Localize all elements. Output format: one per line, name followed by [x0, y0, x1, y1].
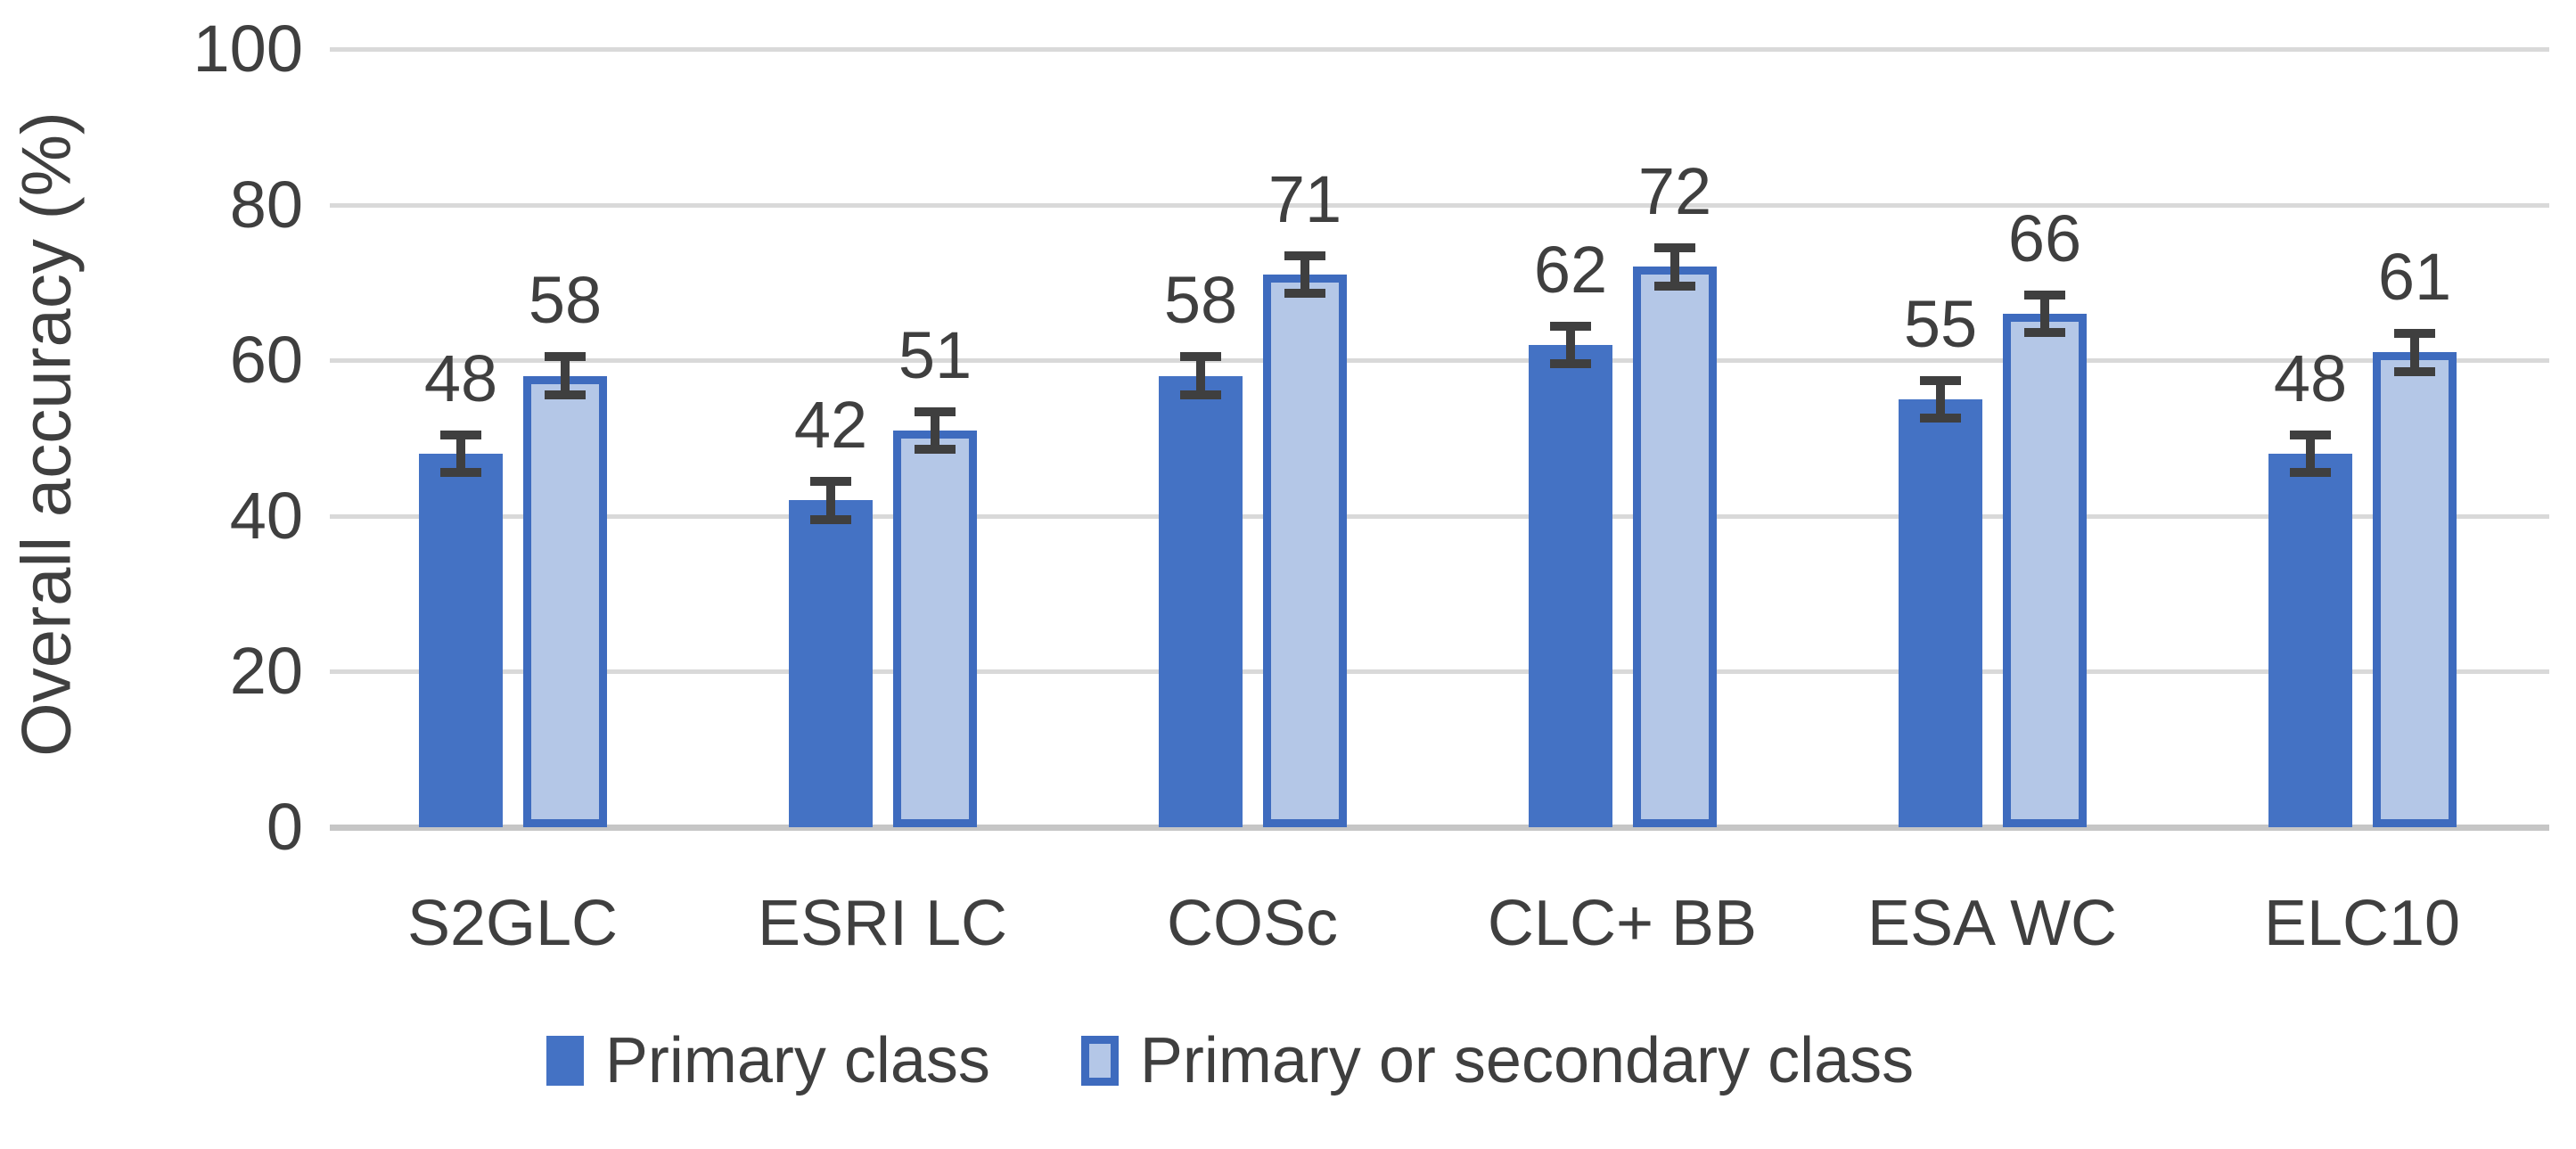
- gridline-80: [330, 202, 2549, 208]
- gridline-20: [330, 669, 2549, 675]
- y-tick-label-20: 20: [229, 634, 303, 709]
- data-label-primary-class-clc-bb: 62: [1533, 232, 1608, 307]
- data-label-primary-class-esri-lc: 42: [793, 388, 868, 463]
- bar-primary-or-secondary-class-s2glc: [523, 375, 607, 827]
- error-bar-cap-bottom: [1654, 281, 1695, 291]
- x-tick-label-esri-lc: ESRI LC: [757, 888, 1008, 959]
- error-bar-cap-bottom: [915, 444, 956, 454]
- error-bar-primary-or-secondary-class-elc10: [2394, 329, 2435, 376]
- legend: Primary class Primary or secondary class: [0, 1025, 2460, 1096]
- error-bar-primary-or-secondary-class-esa-wc: [2024, 290, 2065, 337]
- error-bar-stem: [456, 430, 465, 478]
- x-tick-label-esa-wc: ESA WC: [1866, 888, 2118, 959]
- error-bar-primary-class-cosc: [1180, 352, 1221, 399]
- error-bar-stem: [1670, 243, 1679, 291]
- error-bar-cap-bottom: [810, 514, 851, 524]
- error-bar-primary-class-esa-wc: [1920, 375, 1961, 423]
- legend-item-primary-or-secondary-class: Primary or secondary class: [1080, 1025, 1915, 1096]
- gridline-60: [330, 358, 2549, 364]
- error-bar-primary-or-secondary-class-clc-bb: [1654, 243, 1695, 291]
- legend-item-primary-class: Primary class: [546, 1025, 990, 1096]
- data-label-primary-or-secondary-class-s2glc: 58: [528, 263, 603, 338]
- error-bar-stem: [826, 477, 835, 524]
- data-label-primary-class-s2glc: 48: [423, 341, 498, 415]
- error-bar-cap-bottom: [2290, 468, 2331, 478]
- legend-swatch-primary-or-secondary-class: [1080, 1036, 1119, 1086]
- y-tick-label-40: 40: [229, 478, 303, 553]
- error-bar-cap-bottom: [1550, 358, 1591, 368]
- error-bar-stem: [2410, 329, 2419, 376]
- x-tick-label-cosc: COSc: [1166, 888, 1339, 959]
- error-bar-stem: [2306, 430, 2315, 478]
- data-label-primary-class-cosc: 58: [1163, 263, 1238, 338]
- legend-label-primary-class: Primary class: [604, 1025, 990, 1096]
- error-bar-cap-bottom: [1920, 414, 1961, 423]
- bar-primary-or-secondary-class-esa-wc: [2003, 313, 2087, 827]
- error-bar-stem: [1300, 250, 1309, 299]
- data-label-primary-class-esa-wc: 55: [1903, 286, 1978, 361]
- error-bar-cap-bottom: [2024, 328, 2065, 337]
- x-tick-label-s2glc: S2GLC: [406, 888, 619, 959]
- gridline-100: [330, 47, 2549, 52]
- data-label-primary-or-secondary-class-elc10: 61: [2377, 240, 2452, 315]
- error-bar-stem: [931, 406, 939, 454]
- error-bar-primary-or-secondary-class-esri-lc: [915, 406, 956, 454]
- error-bar-cap-bottom: [2394, 366, 2435, 376]
- y-tick-label-80: 80: [229, 167, 303, 242]
- y-tick-label-60: 60: [229, 323, 303, 398]
- x-tick-label-elc10: ELC10: [2263, 888, 2461, 959]
- bar-primary-class-s2glc: [419, 453, 503, 827]
- error-bar-cap-bottom: [545, 390, 586, 399]
- error-bar-stem: [561, 352, 570, 399]
- error-bar-primary-class-esri-lc: [810, 477, 851, 524]
- error-bar-primary-or-secondary-class-s2glc: [545, 352, 586, 399]
- error-bar-primary-class-clc-bb: [1550, 321, 1591, 368]
- data-label-primary-or-secondary-class-esri-lc: 51: [898, 317, 972, 392]
- bar-primary-class-esri-lc: [789, 500, 873, 827]
- data-label-primary-or-secondary-class-clc-bb: 72: [1637, 154, 1712, 229]
- bar-primary-or-secondary-class-clc-bb: [1633, 267, 1717, 827]
- error-bar-stem: [1566, 321, 1575, 368]
- bar-primary-class-cosc: [1159, 375, 1243, 827]
- error-bar-primary-class-elc10: [2290, 430, 2331, 478]
- data-label-primary-class-elc10: 48: [2273, 341, 2348, 415]
- error-bar-cap-bottom: [440, 468, 481, 478]
- y-tick-label-100: 100: [193, 12, 303, 86]
- x-axis-line: [330, 825, 2549, 831]
- data-label-primary-or-secondary-class-esa-wc: 66: [2007, 201, 2082, 275]
- error-bar-cap-bottom: [1180, 390, 1221, 399]
- error-bar-stem: [1936, 375, 1945, 423]
- error-bar-stem: [2040, 290, 2049, 337]
- error-bar-primary-class-s2glc: [440, 430, 481, 478]
- bar-primary-or-secondary-class-esri-lc: [893, 430, 977, 827]
- bar-primary-or-secondary-class-elc10: [2373, 352, 2457, 827]
- error-bar-primary-or-secondary-class-cosc: [1284, 250, 1325, 299]
- bar-primary-class-elc10: [2268, 453, 2352, 827]
- y-tick-label-0: 0: [266, 790, 303, 864]
- error-bar-cap-bottom: [1284, 289, 1325, 299]
- legend-label-primary-or-secondary-class: Primary or secondary class: [1139, 1025, 1915, 1096]
- data-label-primary-or-secondary-class-cosc: 71: [1267, 161, 1342, 236]
- error-bar-stem: [1196, 352, 1205, 399]
- legend-swatch-primary-class: [546, 1036, 584, 1086]
- x-tick-label-clc-bb: CLC+ BB: [1487, 888, 1758, 959]
- bar-primary-class-esa-wc: [1899, 398, 1982, 827]
- gridline-40: [330, 513, 2549, 519]
- bar-primary-or-secondary-class-cosc: [1263, 275, 1347, 827]
- bar-primary-class-clc-bb: [1529, 344, 1612, 827]
